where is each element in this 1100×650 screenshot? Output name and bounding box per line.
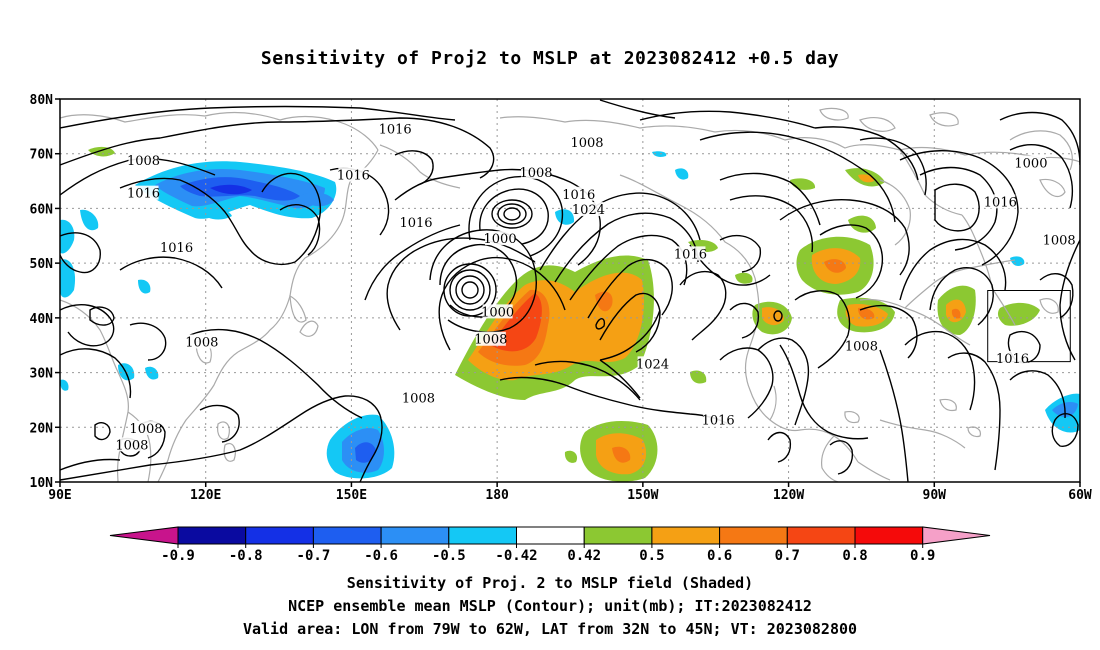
negative-sensitivity-shading <box>60 151 1080 479</box>
contour-label: 1016 <box>984 195 1017 210</box>
colorbar: -0.9 -0.8 -0.7 -0.6 -0.5 -0.42 0.42 0.5 0.6 0.7 0.… <box>109 526 991 564</box>
contour-label: 1000 <box>1014 157 1047 172</box>
lon-tick-label: 120W <box>773 488 804 503</box>
latitude-axis: 10N 20N 30N 40N 50N 60N 70N 80N <box>30 93 60 491</box>
contour-label: 1016 <box>127 187 160 202</box>
contour-label: 1008 <box>1043 234 1076 249</box>
lon-tick-label: 150W <box>627 488 658 503</box>
colorbar-swatch <box>583 526 653 545</box>
colorbar-label: -0.9 <box>161 548 195 564</box>
colorbar-swatch <box>312 526 382 545</box>
contour-label: 1016 <box>379 123 412 138</box>
lat-tick-label: 70N <box>30 148 54 163</box>
caption-line-2: NCEP ensemble mean MSLP (Contour); unit(… <box>288 597 812 615</box>
contour-label: 1008 <box>185 335 218 350</box>
caption-line-1: Sensitivity of Proj. 2 to MSLP field (Sh… <box>346 574 754 592</box>
contour-label: 1008 <box>115 438 148 453</box>
contour-label: 1016 <box>996 352 1029 367</box>
colorbar-swatch <box>854 526 924 545</box>
colorbar-swatch <box>651 526 721 545</box>
colorbar-label: 0.7 <box>775 548 800 564</box>
contour-label: 1000 <box>481 305 514 320</box>
lon-tick-label: 150E <box>336 488 367 503</box>
colorbar-label: 0.9 <box>910 548 935 564</box>
colorbar-label: 0.42 <box>567 548 601 564</box>
contour-label: 1008 <box>845 339 878 354</box>
lon-tick-label: 90W <box>923 488 947 503</box>
lon-tick-label: 90E <box>48 488 71 503</box>
contour-label: 1016 <box>702 414 735 429</box>
colorbar-swatch <box>245 526 314 545</box>
positive-sensitivity-shading <box>88 146 1040 482</box>
plot-frame <box>59 98 1081 483</box>
colorbar-swatch <box>786 526 856 545</box>
colorbar-left-tip <box>109 526 179 545</box>
colorbar-label: -0.6 <box>364 548 398 564</box>
contour-labels: 1016100810161016101610161008100810161024… <box>115 121 1076 453</box>
lat-tick-label: 40N <box>30 312 54 327</box>
colorbar-swatch <box>177 526 247 545</box>
colorbar-swatch <box>516 526 585 545</box>
colorbar-swatch <box>380 526 450 545</box>
colorbar-swatch <box>448 526 517 545</box>
colorbar-label: 0.8 <box>842 548 867 564</box>
lat-tick-label: 10N <box>30 476 54 491</box>
contour-label: 1016 <box>337 169 370 184</box>
contour-label: 1016 <box>674 247 707 262</box>
lat-tick-label: 20N <box>30 421 54 436</box>
lat-tick-label: 60N <box>30 202 54 217</box>
contour-label: 1008 <box>474 333 507 348</box>
contour-label: 1008 <box>570 136 603 151</box>
colorbar-right-tip <box>922 526 991 545</box>
contour-label: 1008 <box>127 154 160 169</box>
lon-tick-label: 60W <box>1068 488 1092 503</box>
contour-label: 1000 <box>484 232 517 247</box>
lat-tick-label: 30N <box>30 367 54 382</box>
contour-label: 1024 <box>572 203 605 218</box>
colorbar-label: -0.8 <box>229 548 263 564</box>
lon-tick-label: 120E <box>190 488 221 503</box>
colorbar-label: 0.5 <box>639 548 664 564</box>
valid-area-box <box>987 290 1071 363</box>
caption-line-3: Valid area: LON from 79W to 62W, LAT fro… <box>242 620 858 638</box>
lat-tick-label: 50N <box>30 257 54 272</box>
contour-label: 1008 <box>129 422 162 437</box>
contour-label: 1024 <box>636 357 669 372</box>
colorbar-label: -0.5 <box>432 548 466 564</box>
chart-title: Sensitivity of Proj2 to MSLP at 20230824… <box>260 48 840 69</box>
lon-tick-label: 180 <box>485 488 509 503</box>
plot-area: 1016100810161016101610161008100810161024… <box>60 99 1080 482</box>
lat-tick-label: 80N <box>30 93 54 108</box>
colorbar-label: 0.6 <box>707 548 732 564</box>
contour-label: 1008 <box>402 391 435 406</box>
colorbar-label: -0.42 <box>495 548 537 564</box>
contour-label: 1016 <box>399 216 432 231</box>
contour-label: 1008 <box>519 166 552 181</box>
grid-lines <box>60 99 1080 482</box>
longitude-axis: 90E 120E 150E 180 150W 120W 90W 60W <box>48 482 1092 503</box>
contour-label: 1016 <box>160 241 193 256</box>
colorbar-label: -0.7 <box>297 548 331 564</box>
colorbar-swatch <box>719 526 788 545</box>
contour-label: 1016 <box>562 188 595 203</box>
